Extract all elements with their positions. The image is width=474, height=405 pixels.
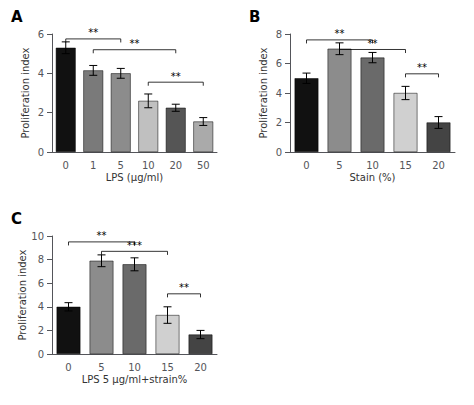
svg-text:50: 50 <box>197 160 210 171</box>
svg-text:6: 6 <box>38 278 44 289</box>
svg-text:***: *** <box>127 240 142 251</box>
svg-text:C: C <box>11 210 22 228</box>
svg-text:A: A <box>11 8 23 26</box>
svg-text:10: 10 <box>128 362 141 373</box>
svg-text:2: 2 <box>38 325 44 336</box>
svg-text:8: 8 <box>276 29 282 40</box>
svg-text:**: ** <box>97 230 107 241</box>
svg-text:LPS 5 μg/ml+strain%: LPS 5 μg/ml+strain% <box>82 374 188 385</box>
svg-text:15: 15 <box>399 160 412 171</box>
svg-text:0: 0 <box>276 147 282 158</box>
svg-text:4: 4 <box>38 68 44 79</box>
svg-text:**: ** <box>335 28 345 39</box>
svg-text:2: 2 <box>276 117 282 128</box>
svg-text:20: 20 <box>432 160 445 171</box>
svg-text:4: 4 <box>38 301 44 312</box>
svg-text:Proliferation index: Proliferation index <box>258 47 269 138</box>
svg-text:8: 8 <box>38 254 44 265</box>
svg-text:10: 10 <box>142 160 155 171</box>
svg-text:5: 5 <box>118 160 124 171</box>
svg-text:20: 20 <box>169 160 182 171</box>
svg-text:4: 4 <box>276 88 282 99</box>
svg-text:6: 6 <box>276 58 282 69</box>
svg-text:0: 0 <box>65 362 71 373</box>
svg-text:0: 0 <box>38 349 44 360</box>
svg-text:**: ** <box>130 38 140 49</box>
svg-text:5: 5 <box>98 362 104 373</box>
svg-text:**: ** <box>368 38 378 49</box>
svg-text:B: B <box>249 8 260 26</box>
svg-text:1: 1 <box>90 160 96 171</box>
svg-text:0: 0 <box>303 160 309 171</box>
svg-text:15: 15 <box>161 362 174 373</box>
svg-text:20: 20 <box>194 362 207 373</box>
svg-text:0: 0 <box>63 160 69 171</box>
svg-text:0: 0 <box>38 147 44 158</box>
svg-text:5: 5 <box>336 160 342 171</box>
svg-text:**: ** <box>88 27 98 38</box>
svg-text:**: ** <box>179 282 189 293</box>
svg-text:2: 2 <box>38 107 44 118</box>
svg-text:Proliferation index: Proliferation index <box>20 47 31 138</box>
svg-text:Proliferation index: Proliferation index <box>17 249 28 340</box>
svg-text:10: 10 <box>366 160 379 171</box>
svg-text:6: 6 <box>38 29 44 40</box>
svg-text:Stain (%): Stain (%) <box>350 172 396 183</box>
svg-text:**: ** <box>171 71 181 82</box>
svg-text:**: ** <box>417 62 427 73</box>
svg-text:LPS (μg/ml): LPS (μg/ml) <box>106 172 164 183</box>
svg-text:10: 10 <box>31 231 44 242</box>
